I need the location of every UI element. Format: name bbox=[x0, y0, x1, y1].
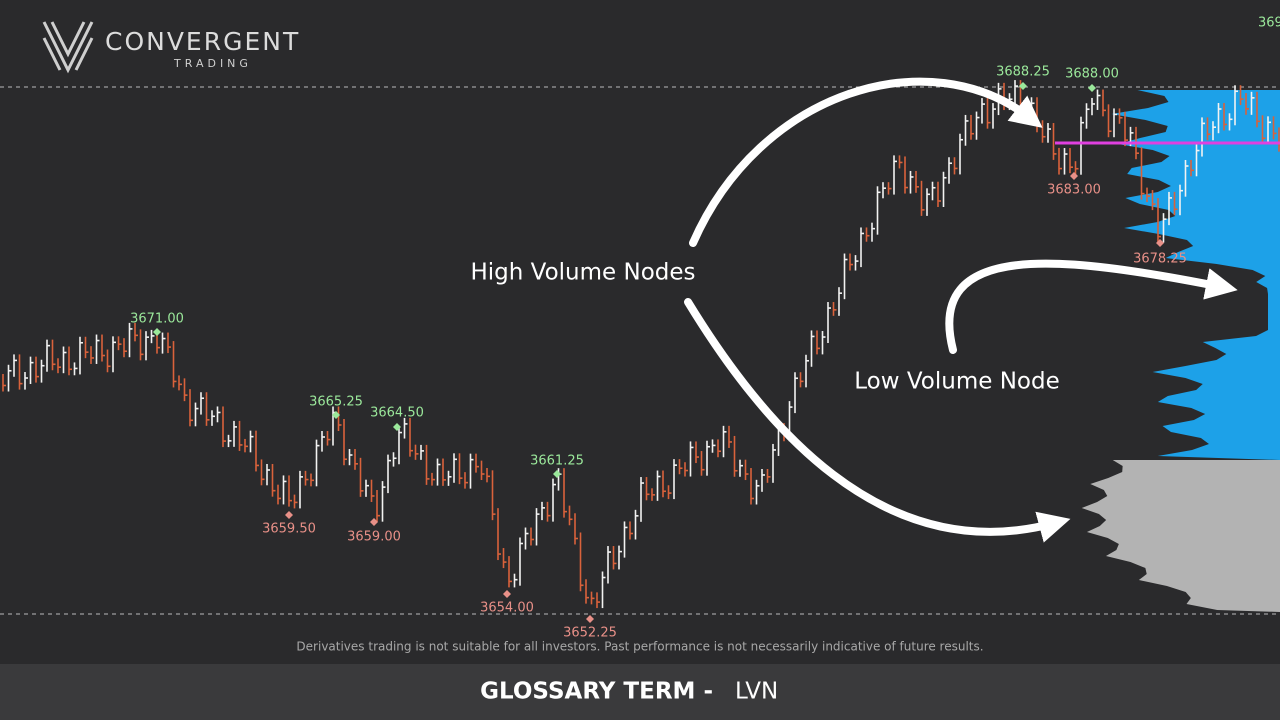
low-label: 3654.00 bbox=[480, 601, 534, 616]
disclaimer: Derivatives trading is not suitable for … bbox=[296, 640, 983, 654]
volume-profile bbox=[1081, 90, 1280, 612]
pivot-marker bbox=[1019, 82, 1027, 90]
high-label: 3661.25 bbox=[530, 454, 584, 469]
edge-label: 369 bbox=[1258, 16, 1280, 31]
high-label: 3688.00 bbox=[1065, 67, 1119, 82]
logo-tagline: TRADING bbox=[173, 57, 252, 70]
footer bbox=[0, 664, 1280, 720]
pivot-marker bbox=[393, 423, 401, 431]
pivot-marker bbox=[503, 590, 511, 598]
logo-icon bbox=[42, 21, 94, 74]
volume-profile-value-area bbox=[1111, 90, 1280, 460]
arrows bbox=[684, 77, 1238, 543]
high-label: 3688.25 bbox=[996, 65, 1050, 80]
pivot-marker bbox=[553, 470, 561, 478]
arrow bbox=[945, 259, 1238, 354]
low-label: 3659.50 bbox=[262, 522, 316, 537]
pivot-marker bbox=[332, 411, 340, 419]
pivot-marker bbox=[285, 511, 293, 519]
price-labels: 3671.00 3665.25 3664.50 3661.25 3688.25 3688.… bbox=[130, 16, 1280, 641]
volume-profile-lower bbox=[1081, 460, 1280, 612]
high-label: 3671.00 bbox=[130, 312, 184, 327]
logo: CONVERGENT TRADING bbox=[42, 21, 300, 74]
low-label: 3678.25 bbox=[1133, 252, 1187, 267]
pivot-marker bbox=[1088, 84, 1096, 92]
low-label: 3683.00 bbox=[1047, 183, 1101, 198]
pivot-marker bbox=[586, 615, 594, 623]
arrow bbox=[684, 298, 1071, 543]
low-label: 3659.00 bbox=[347, 530, 401, 545]
price-bars bbox=[2, 80, 1280, 609]
annotation: High Volume Nodes bbox=[470, 260, 695, 286]
pivot-marker bbox=[1070, 172, 1078, 180]
high-label: 3664.50 bbox=[370, 406, 424, 421]
footer-term: LVN bbox=[735, 679, 778, 705]
logo-name: CONVERGENT bbox=[105, 27, 300, 56]
pivot-marker bbox=[153, 328, 161, 336]
footer-label: GLOSSARY TERM - bbox=[480, 679, 713, 705]
high-label: 3665.25 bbox=[309, 395, 363, 410]
arrow bbox=[689, 77, 1043, 247]
pivot-marker bbox=[370, 518, 378, 526]
annotation: Low Volume Node bbox=[854, 369, 1059, 395]
chart-background bbox=[0, 0, 1280, 664]
low-label: 3652.25 bbox=[563, 626, 617, 641]
pivot-marker bbox=[1156, 239, 1164, 247]
